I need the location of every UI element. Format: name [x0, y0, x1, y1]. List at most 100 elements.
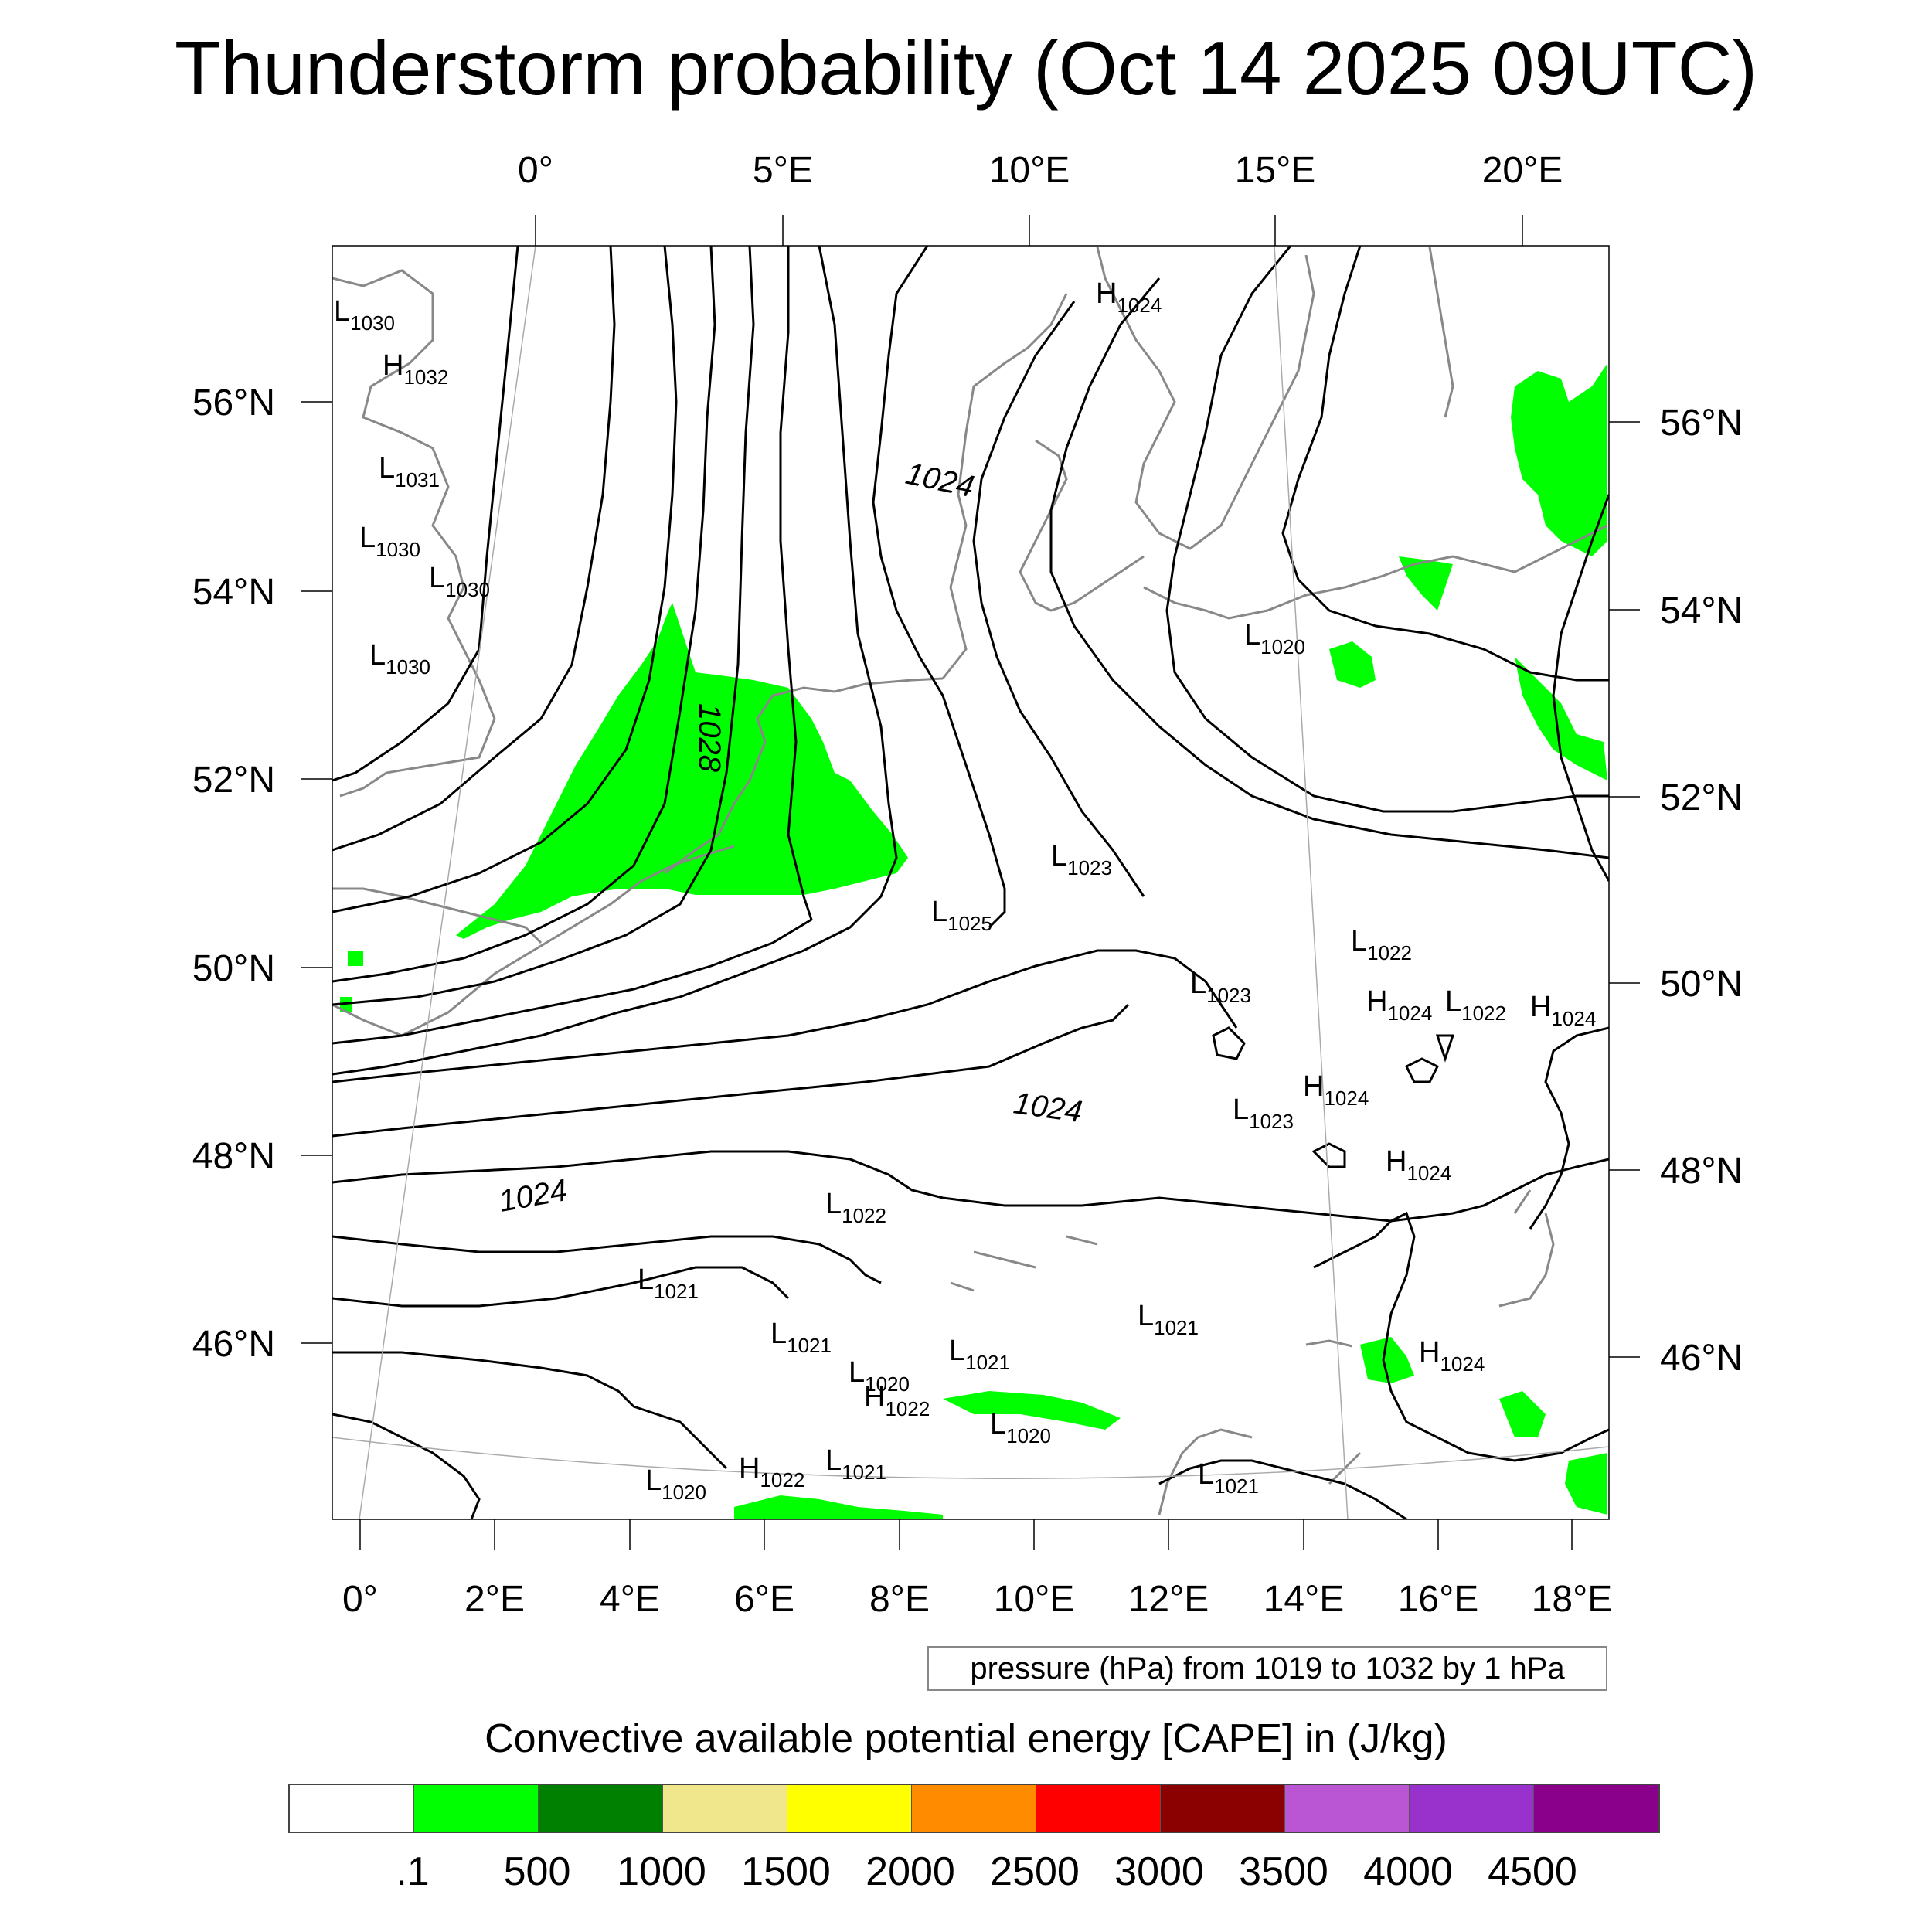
pressure-center-label: H1022	[864, 1381, 930, 1420]
right-lat-label: 50°N	[1660, 964, 1743, 1005]
cape-area-baltic	[1399, 556, 1453, 611]
left-lat-label: 50°N	[192, 948, 275, 989]
pressure-center-label: H1022	[739, 1452, 804, 1492]
isobar-label: 1024	[903, 457, 977, 505]
isobar-1	[332, 246, 519, 782]
pressure-center-label: L1023	[1051, 840, 1112, 879]
isobar-7	[332, 246, 898, 1076]
bottom-lon-label: 8°E	[869, 1579, 930, 1620]
colorbar-label: 4000	[1363, 1849, 1453, 1894]
isobar-21	[1313, 1211, 1609, 1462]
colorbar-swatch	[539, 1785, 663, 1832]
coastline-balaton	[1305, 1339, 1353, 1348]
pressure-center-label: L1021	[949, 1335, 1010, 1374]
colorbar-swatch	[1036, 1785, 1161, 1832]
left-lat-label: 48°N	[192, 1136, 275, 1177]
pressure-center-label: H1024	[1303, 1070, 1369, 1110]
bottom-lon-label: 2°E	[464, 1579, 525, 1620]
axis-tick-labels: 0° 5°E 10°E 15°E 20°E 0° 2°E 4°E 6°E 8°E 10°E 12°E 1…	[192, 150, 1743, 1620]
isobar-2	[332, 246, 616, 852]
cape-area-balkans	[1499, 1391, 1546, 1437]
isobar-closed-4	[1311, 1142, 1346, 1168]
map-title: Thunderstorm probability (Oct 14 2025 09…	[175, 26, 1757, 111]
colorbar-swatch	[1285, 1785, 1410, 1832]
right-lat-label: 52°N	[1660, 777, 1743, 818]
left-lat-label: 52°N	[192, 760, 275, 801]
top-lon-label: 5°E	[753, 150, 813, 191]
colorbar-label: 1000	[617, 1849, 706, 1894]
isobar-label: 1028	[692, 703, 726, 773]
right-lat-label: 56°N	[1660, 403, 1743, 444]
cape-area-alps	[943, 1391, 1121, 1430]
coastline-denmark-east	[1019, 439, 1145, 612]
right-lat-label: 46°N	[1660, 1338, 1743, 1379]
bottom-lon-label: 16°E	[1398, 1579, 1479, 1620]
pressure-center-label: L1030	[334, 295, 395, 335]
pressure-center-label: H1024	[1366, 985, 1432, 1025]
pressure-center-label: H1024	[1386, 1145, 1451, 1185]
bottom-lon-label: 12°E	[1128, 1579, 1209, 1620]
pressure-center-label: H1024	[1096, 277, 1162, 317]
cape-area-poland-north	[1511, 363, 1607, 556]
colorbar-swatch	[912, 1785, 1036, 1832]
pressure-info-box: pressure (hPa) from 1019 to 1032 by 1 hP…	[927, 1646, 1607, 1691]
colorbar-swatch	[290, 1785, 414, 1832]
pressure-center-label: H1032	[383, 349, 448, 389]
isobar-18	[332, 1266, 790, 1308]
pressure-center-label: L1023	[1190, 968, 1251, 1007]
cape-area-southeast	[1565, 1453, 1607, 1515]
isobar-15	[332, 1003, 1130, 1138]
isobar-3	[332, 246, 678, 913]
coastlines	[332, 247, 1608, 1515]
coastline-alps-lakes	[950, 1235, 1098, 1292]
isobar-label: 1024	[1012, 1086, 1084, 1129]
bottom-lon-label: 4°E	[600, 1579, 660, 1620]
left-lat-label: 54°N	[192, 572, 275, 613]
isobars	[332, 246, 1609, 1519]
colorbar-labels: .1 500 1000 1500 2000 2500 3000 3500 4000 4500	[0, 1847, 1932, 1901]
isobar-label: 1024	[496, 1173, 570, 1219]
pressure-center-label: L1022	[1351, 925, 1412, 964]
axis-ticks	[301, 215, 1640, 1550]
pressure-center-label: L1030	[369, 639, 430, 679]
pressure-center-label: L1021	[638, 1264, 699, 1303]
isobar-5	[332, 246, 755, 1006]
isobar-16	[332, 1150, 1609, 1223]
colorbar-label: 3000	[1114, 1849, 1204, 1894]
meridian-15e	[1274, 246, 1349, 1519]
coastline-sweden	[1096, 247, 1315, 550]
bottom-lon-label: 6°E	[734, 1579, 794, 1620]
isobar-14	[332, 949, 1238, 1083]
top-lon-label: 15°E	[1235, 150, 1316, 191]
isobar-9	[972, 301, 1145, 897]
isobar-20	[332, 1413, 481, 1519]
isobar-closed-3	[1435, 1034, 1455, 1063]
coastline-gotland	[1428, 247, 1454, 418]
colorbar-label: .1	[396, 1849, 430, 1894]
colorbar-label: 500	[503, 1849, 571, 1894]
pressure-center-label: L1021	[825, 1444, 886, 1484]
cape-area-poland-south	[1329, 641, 1376, 688]
cape-area-east	[1515, 657, 1607, 781]
isobar-6	[332, 246, 813, 1045]
pressure-center-label: L1023	[1233, 1094, 1294, 1133]
isobar-closed-2	[1212, 1026, 1246, 1060]
pressure-center-label: H1024	[1530, 991, 1596, 1030]
colorbar-swatch	[1410, 1785, 1534, 1832]
coastline-baltic-south	[1143, 524, 1608, 620]
coastline-uk	[332, 269, 496, 798]
coastline-uk-south	[332, 887, 543, 944]
colorbar-swatch	[663, 1785, 787, 1832]
cape-area-west2	[340, 997, 352, 1012]
cape-area-west	[348, 951, 363, 966]
colorbar-swatch	[414, 1785, 539, 1832]
colorbar-label: 2000	[866, 1849, 955, 1894]
isobar-12	[1281, 246, 1609, 682]
coastline-lowcountries	[664, 677, 944, 875]
colorbar-label: 4500	[1488, 1849, 1577, 1894]
pressure-center-label: L1030	[429, 562, 490, 601]
colorbar-label: 1500	[741, 1849, 831, 1894]
pressure-center-label: L1020	[645, 1464, 706, 1504]
pressure-center-label: L1025	[931, 896, 992, 935]
top-lon-label: 20°E	[1482, 150, 1563, 191]
